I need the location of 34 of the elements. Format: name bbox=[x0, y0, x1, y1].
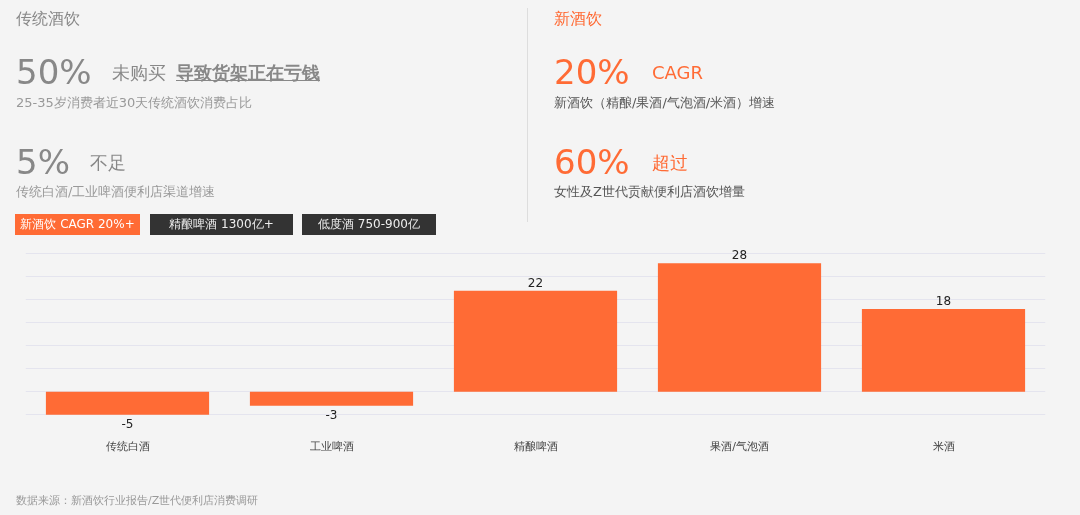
source-note: 数据来源：新酒饮行业报告/Z世代便利店消费调研 bbox=[16, 493, 259, 509]
x-tick-label: 米酒 bbox=[932, 439, 955, 453]
text: 精酿啤酒 1300亿+ bbox=[150, 214, 293, 235]
data-label: 18 bbox=[935, 294, 952, 309]
bar bbox=[861, 309, 1026, 392]
data-label: 22 bbox=[527, 275, 544, 290]
text: 低度酒 750-900亿 bbox=[302, 214, 436, 235]
text: 传统白酒/工业啤酒便利店渠道增速 bbox=[16, 183, 216, 201]
x-tick-label: 传统白酒 bbox=[105, 439, 150, 453]
text: 女性及Z世代贡献便利店酒饮增量 bbox=[554, 183, 745, 201]
text: 60% bbox=[554, 142, 630, 182]
text: 不足 bbox=[90, 151, 126, 175]
x-tick-label: 工业啤酒 bbox=[309, 439, 354, 453]
text: 传统酒饮 bbox=[16, 8, 80, 30]
x-tick-label: 果酒/气泡酒 bbox=[710, 439, 769, 453]
text: 导致货架正在亏钱 bbox=[176, 61, 320, 85]
text: 新酒饮 CAGR 20%+ bbox=[15, 214, 140, 235]
text: 20% bbox=[554, 51, 630, 94]
text: 25-35岁消费者近30天传统酒饮消费占比 bbox=[16, 94, 253, 112]
bar bbox=[45, 391, 210, 415]
text: 新酒饮 bbox=[554, 8, 602, 30]
bar bbox=[453, 290, 618, 392]
x-tick-label: 精酿啤酒 bbox=[513, 439, 558, 453]
text: 5% bbox=[16, 142, 70, 182]
data-label: 28 bbox=[731, 248, 748, 263]
text: CAGR bbox=[652, 61, 704, 85]
data-label: -3 bbox=[325, 407, 338, 422]
data-label: -5 bbox=[121, 416, 134, 431]
text: 新酒饮（精酿/果酒/气泡酒/米酒）增速 bbox=[554, 94, 776, 112]
text: 未购买 bbox=[112, 61, 166, 85]
bar bbox=[249, 391, 414, 406]
text: 超过 bbox=[652, 151, 688, 175]
text: 50% bbox=[16, 51, 92, 94]
bar bbox=[657, 263, 822, 392]
